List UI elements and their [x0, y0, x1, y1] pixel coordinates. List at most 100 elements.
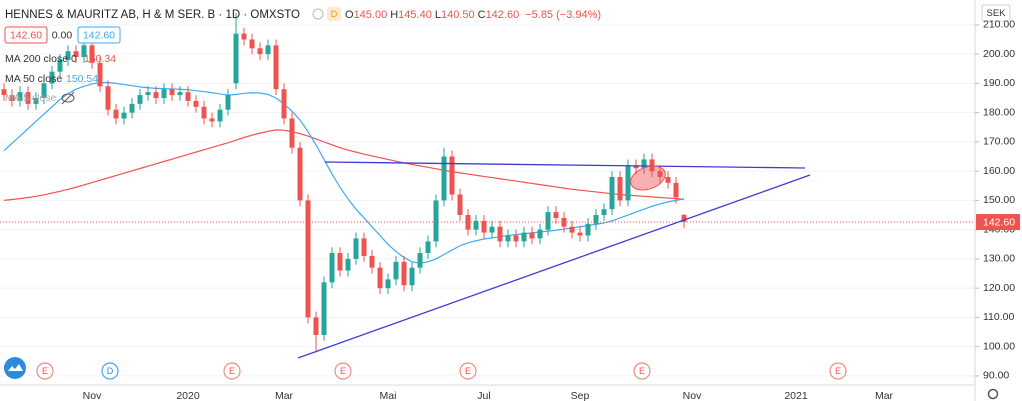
- last-price-label: 142.60: [983, 216, 1015, 228]
- candle-body: [593, 215, 599, 224]
- x-tick-label: 2021: [784, 390, 808, 401]
- candle-body: [9, 95, 15, 101]
- candle-body: [473, 220, 479, 230]
- candle-body: [185, 92, 191, 101]
- candle-body: [521, 232, 527, 242]
- candle-body: [89, 45, 95, 63]
- marks-layer: [0, 13, 975, 353]
- candle-body: [313, 317, 319, 335]
- bid-badge: 142.60: [10, 29, 42, 41]
- candle-body: [345, 258, 351, 271]
- x-tick-label: Jul: [477, 390, 490, 401]
- ohlc-header: O 145.00 H 145.40 L 140.50 C 142.60 −5.85 (−3.94…: [345, 9, 601, 21]
- event-marker: [829, 362, 847, 380]
- y-tick-label: 170.00: [983, 136, 1015, 148]
- settings-icon[interactable]: [987, 388, 999, 400]
- y-tick-label: 150.00: [983, 194, 1015, 206]
- candle-body: [585, 223, 591, 236]
- candle-body: [81, 45, 87, 58]
- candle-body: [177, 92, 183, 96]
- candle-body: [673, 182, 679, 198]
- candle-body: [97, 62, 103, 87]
- ohlc-c-label: C: [478, 9, 486, 21]
- candle-body: [505, 235, 511, 242]
- candle-body: [385, 279, 391, 289]
- event-marker: [459, 362, 477, 380]
- y-tick-label: 200.00: [983, 48, 1015, 60]
- candle-body: [121, 112, 127, 119]
- candle-body: [633, 165, 639, 169]
- event-label: E: [465, 366, 471, 376]
- candle-body: [481, 220, 487, 233]
- candle-body: [513, 235, 519, 242]
- ohlc-o: 145.00: [354, 9, 388, 21]
- event-marker: [36, 362, 54, 380]
- y-tick-label: 190.00: [983, 77, 1015, 89]
- candle-body: [369, 255, 375, 268]
- grid-layer: [0, 24, 975, 377]
- candle-body: [249, 39, 255, 49]
- candle-body: [257, 48, 263, 55]
- y-tick-label: 110.00: [983, 311, 1014, 323]
- y-tick-label: 100.00: [983, 340, 1015, 352]
- y-tick-label: 120.00: [983, 282, 1015, 294]
- event-label: E: [340, 366, 346, 376]
- interval-badge: D: [331, 9, 338, 19]
- ohlc-l-label: L: [435, 9, 441, 21]
- candle-body: [409, 267, 415, 286]
- candle-body: [417, 253, 423, 268]
- ma-line: [3, 129, 685, 201]
- candle-body: [625, 165, 631, 201]
- event-marker: [101, 362, 119, 380]
- candle-body: [113, 109, 119, 119]
- badge-box: [4, 26, 48, 44]
- currency-box[interactable]: [981, 4, 1011, 22]
- eye-icon[interactable]: [312, 8, 324, 20]
- legend-label-hidden: MA 5 close: [5, 92, 57, 104]
- ohlc-change: −5.85 (−3.94%): [525, 9, 601, 21]
- candle-body: [441, 156, 447, 201]
- candle-body: [33, 98, 39, 104]
- ohlc-h: 145.40: [398, 9, 432, 21]
- candle-body: [201, 106, 207, 119]
- badge-box: [77, 26, 121, 44]
- candle-body: [1, 89, 7, 96]
- candle-body: [665, 176, 671, 183]
- x-tick-label: 2020: [176, 390, 200, 401]
- legend-value: 150.54: [66, 73, 98, 85]
- candle-body: [137, 95, 143, 104]
- candle-body: [105, 86, 111, 110]
- candle-body: [273, 45, 279, 90]
- logo-glyph: [8, 364, 23, 371]
- ohlc-c: 142.60: [486, 9, 520, 21]
- candle-body: [161, 89, 167, 99]
- y-tick-label: 180.00: [983, 106, 1015, 118]
- candle-body: [361, 238, 367, 256]
- logo[interactable]: [4, 357, 26, 379]
- event-label: E: [42, 366, 48, 376]
- candle-body: [337, 253, 343, 271]
- candle-body: [377, 267, 383, 289]
- candle-body: [489, 226, 495, 233]
- currency: SEK: [986, 8, 1006, 19]
- candle-body: [545, 212, 551, 230]
- candle-body: [41, 83, 47, 99]
- candle-body: [425, 241, 431, 254]
- legend-label: MA 200 close 0: [5, 53, 77, 65]
- hidden-eye-icon[interactable]: [61, 93, 75, 103]
- candle-body: [601, 209, 607, 216]
- ohlc-l: 140.50: [441, 9, 475, 21]
- x-tick-label: Mar: [275, 390, 294, 401]
- candle-body: [657, 171, 663, 177]
- candle-body: [289, 118, 295, 148]
- candle-body: [529, 232, 535, 239]
- candle-body: [569, 226, 575, 233]
- candle-body: [353, 238, 359, 259]
- candle-body: [497, 226, 503, 242]
- candle-body: [241, 33, 247, 40]
- event-label: E: [835, 366, 841, 376]
- interval-badge-box: [327, 7, 341, 21]
- candle-body: [145, 92, 151, 96]
- last-price-tag: [976, 214, 1020, 231]
- candle-body: [401, 261, 407, 286]
